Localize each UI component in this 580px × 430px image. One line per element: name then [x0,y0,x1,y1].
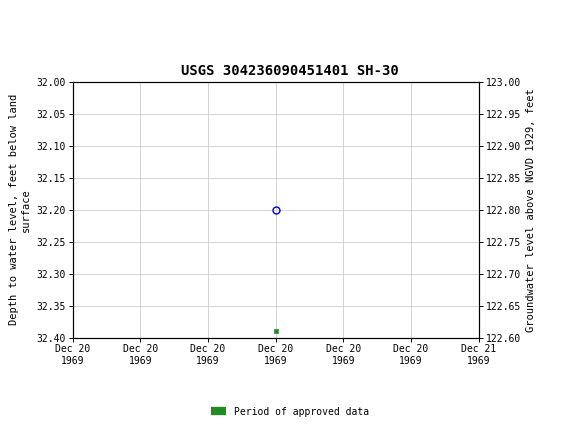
Legend: Period of approved data: Period of approved data [208,403,372,421]
Text: USGS: USGS [39,11,95,29]
Text: USGS 304236090451401 SH-30: USGS 304236090451401 SH-30 [181,64,399,78]
Y-axis label: Groundwater level above NGVD 1929, feet: Groundwater level above NGVD 1929, feet [526,88,537,332]
Y-axis label: Depth to water level, feet below land
surface: Depth to water level, feet below land su… [9,94,31,325]
